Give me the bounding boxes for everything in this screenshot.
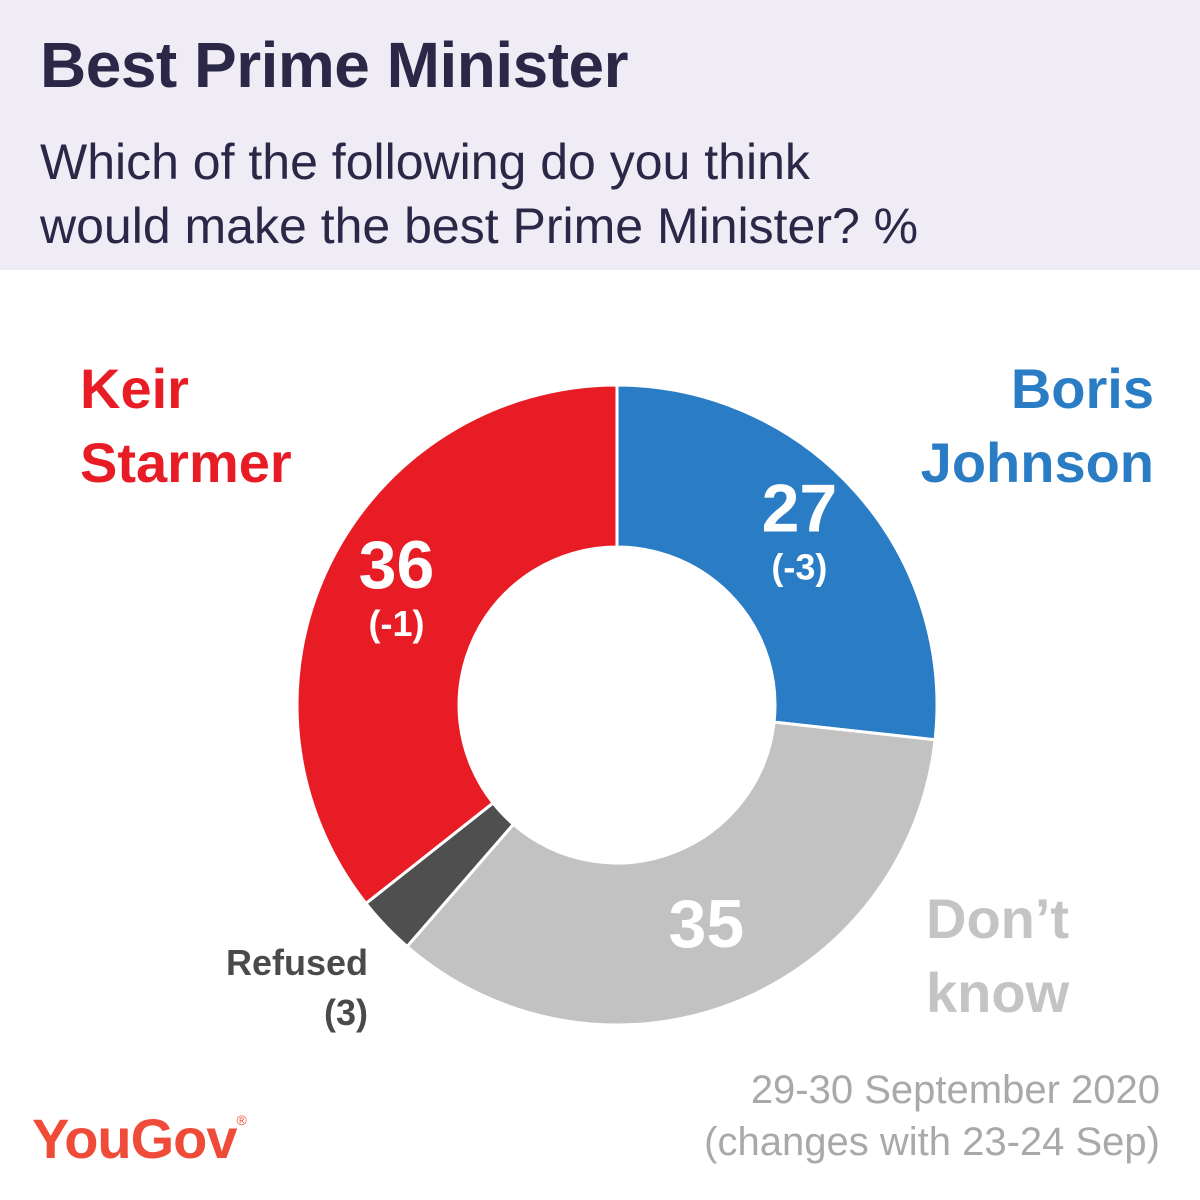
- slice-value-label-0: 27: [762, 470, 838, 546]
- yougov-logo-mark: ®: [236, 1112, 247, 1128]
- header-band: Best Prime Minister Which of the followi…: [0, 0, 1200, 270]
- fieldwork-dates-line-2: (changes with 23-24 Sep): [704, 1120, 1160, 1164]
- label-dont-know-line-2: know: [926, 961, 1070, 1024]
- label-refused-line-2: (3): [324, 992, 368, 1033]
- slice-1: [404, 720, 937, 1027]
- slice-value-label-1: 35: [669, 886, 745, 962]
- fieldwork-dates: 29-30 September 2020 (changes with 23-24…: [704, 1064, 1160, 1168]
- slice-change-label-3: (-1): [368, 603, 424, 644]
- slice-change-label-0: (-3): [771, 546, 827, 587]
- slice-3: [295, 383, 619, 906]
- fieldwork-dates-line-1: 29-30 September 2020: [750, 1068, 1160, 1112]
- label-dont-know: Don’t know: [926, 882, 1069, 1030]
- slice-0: [615, 383, 939, 742]
- label-dont-know-line-1: Don’t: [926, 887, 1070, 950]
- label-refused-line-1: Refused: [225, 942, 368, 983]
- chart-title: Best Prime Minister: [40, 29, 629, 101]
- label-keir-starmer: Keir Starmer: [80, 352, 292, 500]
- label-boris-johnson-line-2: Johnson: [920, 431, 1154, 494]
- chart-subtitle: Which of the following do you think woul…: [40, 130, 1160, 258]
- slice-value-label-3: 36: [359, 527, 435, 603]
- label-keir-starmer-line-2: Starmer: [80, 431, 292, 494]
- subtitle-line-2: would make the best Prime Minister? %: [40, 198, 919, 254]
- subtitle-line-1: Which of the following do you think: [40, 134, 810, 190]
- yougov-logo: YouGov®: [32, 1106, 247, 1171]
- label-boris-johnson-line-1: Boris: [1010, 357, 1154, 420]
- yougov-logo-text: YouGov: [32, 1107, 238, 1170]
- label-refused: Refused (3): [148, 938, 368, 1038]
- label-boris-johnson: Boris Johnson: [921, 352, 1154, 500]
- label-keir-starmer-line-1: Keir: [80, 357, 189, 420]
